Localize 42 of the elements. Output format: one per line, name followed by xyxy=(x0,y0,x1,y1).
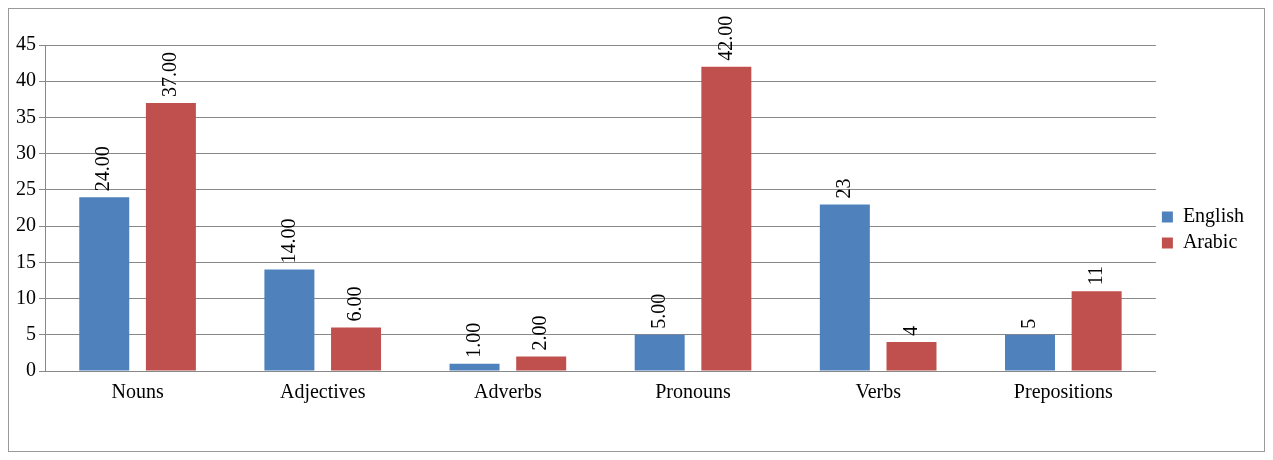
data-label: 5.00 xyxy=(646,293,669,329)
x-tick-label: Prepositions xyxy=(1013,380,1113,404)
y-tick-label: 30 xyxy=(16,140,36,163)
data-label: 42.00 xyxy=(713,15,736,61)
y-tick-label: 35 xyxy=(16,104,36,127)
bar xyxy=(79,197,130,371)
bar xyxy=(886,342,937,371)
bar xyxy=(331,327,382,371)
x-tick-label: Verbs xyxy=(855,380,902,403)
data-label: 24.00 xyxy=(91,146,114,192)
legend-label: English xyxy=(1182,204,1245,228)
y-tick-label: 0 xyxy=(26,358,36,381)
data-label: 6.00 xyxy=(343,286,366,322)
legend-label: Arabic xyxy=(1182,230,1238,253)
bar xyxy=(516,356,567,371)
data-label: 11 xyxy=(1083,266,1106,286)
data-label: 37.00 xyxy=(158,51,181,97)
bar xyxy=(145,102,196,371)
data-label: 23 xyxy=(832,178,855,199)
y-tick-label: 15 xyxy=(16,249,36,272)
y-tick-label: 40 xyxy=(16,68,36,91)
x-tick-label: Nouns xyxy=(111,380,164,403)
data-label: 5 xyxy=(1017,318,1040,329)
bar xyxy=(449,363,500,371)
data-label: 4 xyxy=(898,326,921,337)
bar xyxy=(1004,334,1055,371)
y-tick-label: 20 xyxy=(16,213,36,236)
bar xyxy=(634,334,685,371)
bar xyxy=(701,66,752,371)
x-tick-label: Adjectives xyxy=(279,380,366,404)
y-tick-label: 10 xyxy=(16,285,36,308)
data-label: 1.00 xyxy=(461,322,484,358)
y-tick-label: 45 xyxy=(16,32,36,55)
data-label: 2.00 xyxy=(528,315,551,351)
bar xyxy=(264,269,315,371)
y-tick-label: 25 xyxy=(16,177,36,200)
x-tick-label: Adverbs xyxy=(473,380,542,403)
bar xyxy=(1071,291,1122,371)
x-tick-label: Pronouns xyxy=(655,380,732,403)
data-label: 14.00 xyxy=(276,218,299,264)
y-tick-label: 5 xyxy=(26,322,36,345)
bar xyxy=(819,204,870,371)
